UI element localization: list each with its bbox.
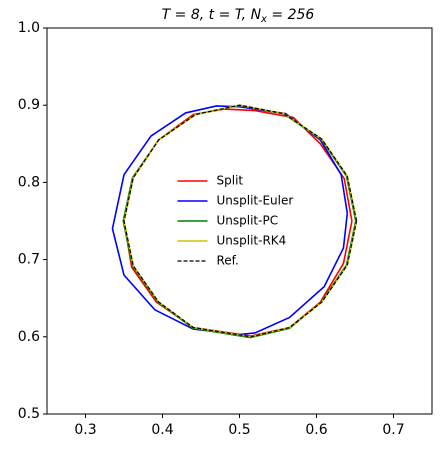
y-tick-label: 0.9 bbox=[18, 97, 40, 113]
x-tick-label: 0.7 bbox=[382, 422, 404, 438]
title-sub: x bbox=[260, 14, 267, 25]
series-line bbox=[111, 105, 349, 336]
legend-label: Unsplit-Euler bbox=[217, 194, 294, 208]
legend-label: Split bbox=[217, 174, 244, 188]
legend-label: Unsplit-PC bbox=[217, 214, 279, 228]
x-tick-label: 0.5 bbox=[228, 422, 250, 438]
legend-label: Unsplit-RK4 bbox=[217, 234, 287, 248]
series-line bbox=[123, 104, 358, 338]
chart-title: T = 8, t = T, Nx = 256 bbox=[162, 7, 315, 25]
title-end: = 256 bbox=[267, 7, 314, 23]
x-tick-label: 0.4 bbox=[151, 422, 173, 438]
y-tick-label: 1.0 bbox=[18, 20, 40, 36]
y-tick-label: 0.5 bbox=[18, 406, 40, 422]
legend-label: Ref. bbox=[217, 254, 239, 268]
y-tick-label: 0.8 bbox=[18, 174, 40, 190]
y-tick-label: 0.6 bbox=[18, 329, 40, 345]
title-main: T = 8, t = T, N bbox=[162, 7, 262, 23]
y-tick-label: 0.7 bbox=[18, 252, 40, 268]
x-tick-label: 0.3 bbox=[74, 422, 96, 438]
x-tick-label: 0.6 bbox=[305, 422, 327, 438]
